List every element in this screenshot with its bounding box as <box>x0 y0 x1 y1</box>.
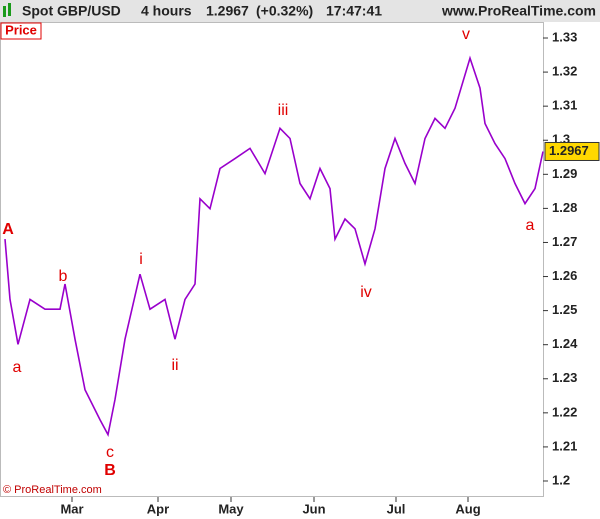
price-line <box>4 55 544 437</box>
panel-label-box <box>0 22 42 40</box>
wave-label: i <box>139 251 143 268</box>
wave-label: a <box>526 217 535 234</box>
site: www.ProRealTime.com <box>441 3 596 19</box>
header-icon <box>3 3 11 17</box>
y-tick-label: 1.33 <box>552 29 577 44</box>
wave-label: ii <box>171 357 178 374</box>
header-bar <box>0 0 600 22</box>
y-tick-label: 1.32 <box>552 64 577 79</box>
y-tick-label: 1.21 <box>552 438 577 453</box>
wave-label: iv <box>360 284 372 301</box>
panel-label: Price <box>5 22 37 37</box>
y-tick-label: 1.22 <box>552 404 577 419</box>
last-price: 1.2967 <box>549 143 589 158</box>
wave-label: v <box>462 26 470 43</box>
x-tick-label: Apr <box>147 501 169 516</box>
wave-label: B <box>104 462 116 479</box>
x-tick-label: Jul <box>387 501 406 516</box>
y-tick-label: 1.23 <box>552 370 577 385</box>
last-price-box <box>544 141 600 161</box>
y-tick-label: 1.24 <box>552 336 578 351</box>
x-tick-label: Mar <box>60 501 83 516</box>
y-tick-label: 1.29 <box>552 166 577 181</box>
y-tick-label: 1.28 <box>552 200 577 215</box>
wave-label: a <box>13 359 22 376</box>
y-tick-label: 1.26 <box>552 268 577 283</box>
wave-label: A <box>2 221 14 238</box>
y-tick-label: 1.25 <box>552 302 577 317</box>
x-tick-label: Jun <box>302 501 325 516</box>
time: 17:47:41 <box>326 3 382 19</box>
copyright: © ProRealTime.com <box>3 484 102 496</box>
wave-label: b <box>59 268 68 285</box>
change: (+0.32%) <box>256 3 313 19</box>
wave-label: c <box>106 444 114 461</box>
y-tick-label: 1.2 <box>552 472 570 487</box>
x-tick-label: May <box>218 501 244 516</box>
instrument: Spot GBP/USD <box>22 3 121 19</box>
y-tick-label: 1.27 <box>552 234 577 249</box>
wave-label: iii <box>278 102 289 119</box>
plot-frame <box>0 22 544 497</box>
price: 1.2967 <box>206 3 249 19</box>
x-tick-label: Aug <box>455 501 480 516</box>
y-tick-label: 1.31 <box>552 98 577 113</box>
timeframe: 4 hours <box>141 3 192 19</box>
